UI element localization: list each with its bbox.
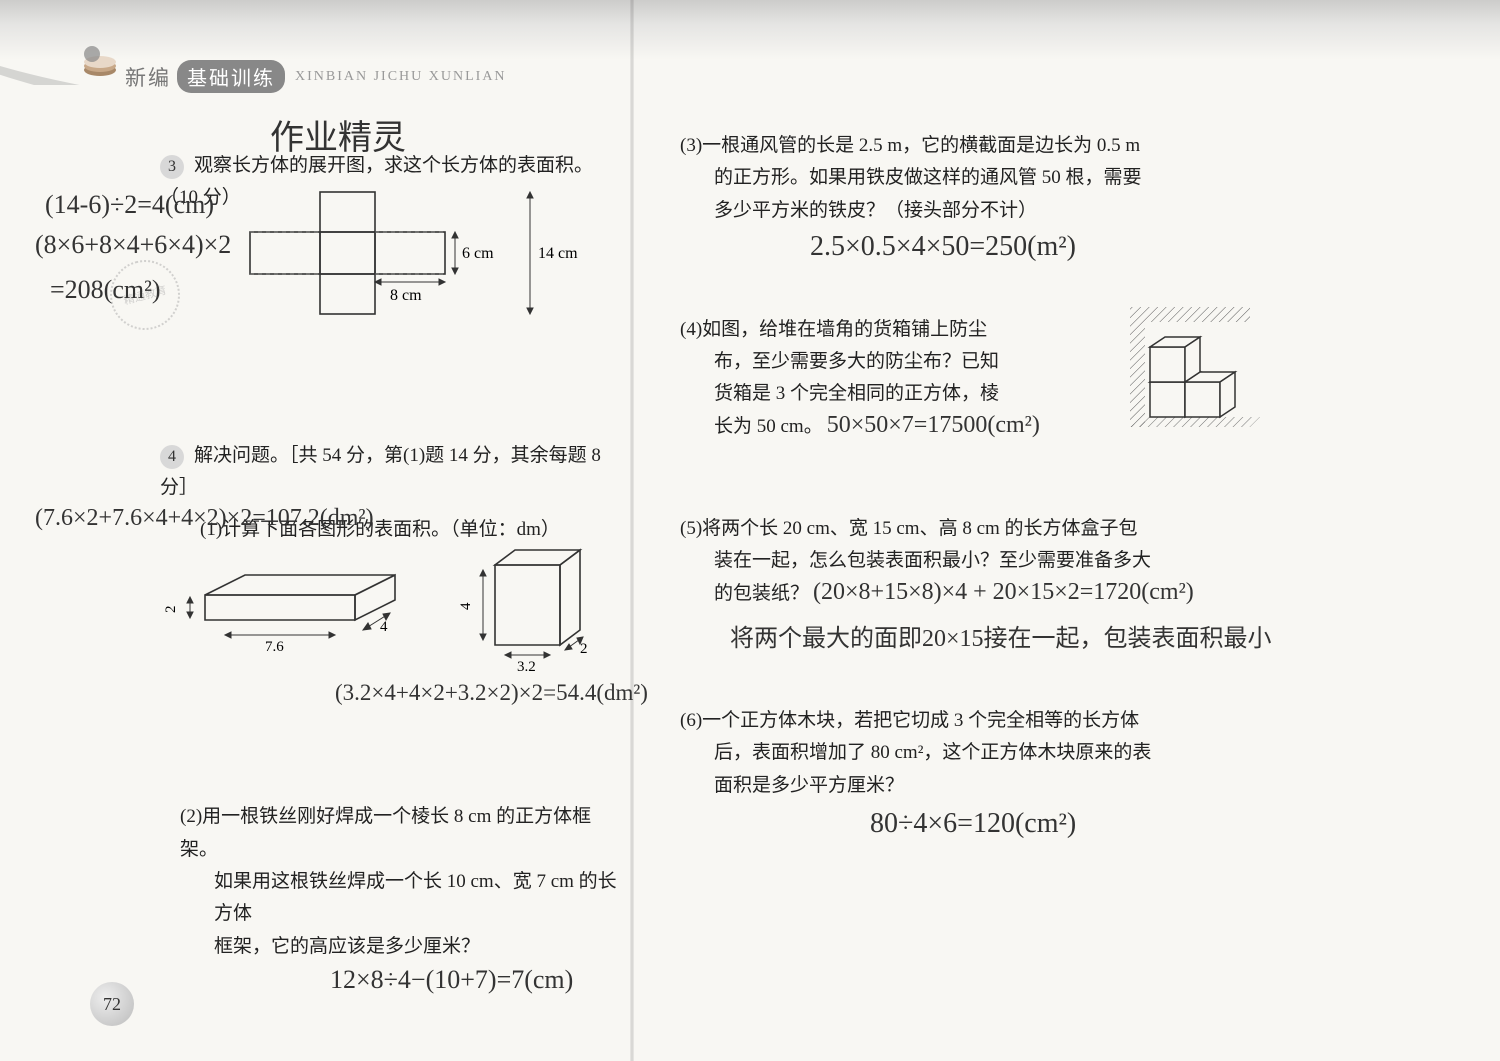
svg-text:2: 2 — [165, 605, 179, 613]
p3-work-line3: =208(cm²) — [50, 275, 161, 305]
p4-6: (6)一个正方体木块，若把它切成 3 个完全相等的长方体 后，表面积增加了 80… — [680, 705, 1240, 834]
series-prefix: 新编 — [125, 62, 171, 92]
p4-1-work2: (3.2×4+4×2+3.2×2)×2=54.4(dm²) — [335, 680, 648, 706]
p3-work-line2: (8×6+8×4+6×4)×2 — [35, 230, 231, 260]
p4-4: (4)如图，给堆在墙角的货箱铺上防尘 布，至少需要多大的防尘布？已知 货箱是 3… — [680, 314, 1240, 443]
svg-text:7.6: 7.6 — [265, 639, 284, 655]
cuboid-net-diagram: 6 cm 8 cm 14 cm — [230, 182, 580, 352]
p4-2-l1: (2)用一根铁丝刚好焊成一个棱长 8 cm 的正方体框架。 — [180, 801, 620, 866]
page-fold — [630, 0, 634, 1061]
p4-5-l3: 的包装纸？ — [714, 583, 809, 604]
problem-number-3: 3 — [160, 155, 184, 179]
p4-6-l3: 面积是多少平方厘米？ — [680, 770, 1240, 802]
page-number: 72 — [90, 982, 134, 1026]
p4-3-work: 2.5×0.5×4×50=250(m²) — [810, 231, 1370, 263]
p4-5-l2: 装在一起，怎么包装表面积最小？至少需要准备多大 — [680, 545, 1240, 577]
p4-2-l2: 如果用这根铁丝焊成一个长 10 cm、宽 7 cm 的长方体 — [180, 866, 620, 931]
p4-4-l2: 布，至少需要多大的防尘布？已知 — [680, 346, 1060, 378]
book-logo-icon — [80, 40, 120, 80]
right-page-content: (3)一根通风管的长是 2.5 m，它的横截面是边长为 0.5 m 的正方形。如… — [680, 130, 1240, 864]
p4-5-work2: 将两个最大的面即20×15接在一起，包装表面积最小 — [730, 618, 1290, 653]
problem-number-4: 4 — [160, 445, 184, 469]
p4-4-l1: (4)如图，给堆在墙角的货箱铺上防尘 — [680, 314, 1060, 346]
p4-2-work: 12×8÷4−(10+7)=7(cm) — [330, 965, 770, 995]
p4-5-l1: (5)将两个长 20 cm、宽 15 cm、高 8 cm 的长方体盒子包 — [680, 513, 1240, 545]
p4-3: (3)一根通风管的长是 2.5 m，它的横截面是边长为 0.5 m 的正方形。如… — [680, 130, 1240, 259]
svg-text:3.2: 3.2 — [517, 659, 536, 675]
p4-5: (5)将两个长 20 cm、宽 15 cm、高 8 cm 的长方体盒子包 装在一… — [680, 513, 1240, 645]
problem-4-title: 解决问题。［共 54 分，第(1)题 14 分，其余每题 8 分］ — [160, 445, 601, 498]
problem-4-header: 4 解决问题。［共 54 分，第(1)题 14 分，其余每题 8 分］ — [60, 440, 620, 505]
problem-4: 4 解决问题。［共 54 分，第(1)题 14 分，其余每题 8 分］ (1)计… — [60, 440, 620, 993]
p4-6-l1: (6)一个正方体木块，若把它切成 3 个完全相等的长方体 — [680, 705, 1240, 737]
p4-6-work: 80÷4×6=120(cm²) — [870, 808, 1430, 840]
p4-6-l2: 后，表面积增加了 80 cm²，这个正方体木块原来的表 — [680, 737, 1240, 769]
p4-3-l1: (3)一根通风管的长是 2.5 m，它的横截面是边长为 0.5 m — [680, 130, 1240, 162]
p3-work-line1: (14-6)÷2=4(cm) — [45, 190, 214, 220]
prisms-diagram: 7.6 2 4 — [165, 535, 645, 695]
p4-3-l3: 多少平方米的铁皮？（接头部分不计） — [680, 195, 1240, 227]
series-pill: 基础训练 — [177, 60, 285, 93]
series-title: 新编 基础训练 XINBIAN JICHU XUNLIAN — [125, 60, 507, 93]
corner-boxes-diagram — [1120, 302, 1270, 442]
workbook-spread: 新编 基础训练 XINBIAN JICHU XUNLIAN 作业精灵 精通教育 … — [0, 0, 1500, 1061]
left-page-content: 3 观察长方体的展开图，求这个长方体的表面积。（10 分） — [60, 95, 620, 1023]
p4-4-work: 50×50×7=17500(cm²) — [827, 412, 1040, 438]
p4-3-l2: 的正方形。如果用铁皮做这样的通风管 50 根，需要 — [680, 162, 1240, 194]
p4-2: (2)用一根铁丝刚好焊成一个棱长 8 cm 的正方体框架。 如果用这根铁丝焊成一… — [60, 801, 620, 992]
p4-4-l3: 货箱是 3 个完全相同的正方体，棱 — [680, 378, 1060, 410]
dim-6cm: 6 cm — [462, 245, 494, 262]
svg-text:4: 4 — [380, 619, 388, 635]
p4-2-l3: 框架，它的高应该是多少厘米？ — [180, 931, 620, 963]
series-subtitle: XINBIAN JICHU XUNLIAN — [295, 69, 507, 85]
p4-5-work1: (20×8+15×8)×4 + 20×15×2=1720(cm²) — [813, 579, 1194, 605]
dim-14cm: 14 cm — [538, 245, 578, 262]
svg-text:4: 4 — [458, 602, 474, 610]
p4-1-work1: (7.6×2+7.6×4+4×2)×2=107.2(dm²) — [35, 505, 374, 532]
p4-4-l4: 长为 50 cm。 — [714, 416, 823, 437]
svg-text:2: 2 — [580, 641, 588, 657]
problem-3: 3 观察长方体的展开图，求这个长方体的表面积。（10 分） — [60, 150, 620, 215]
dim-8cm: 8 cm — [390, 287, 422, 304]
